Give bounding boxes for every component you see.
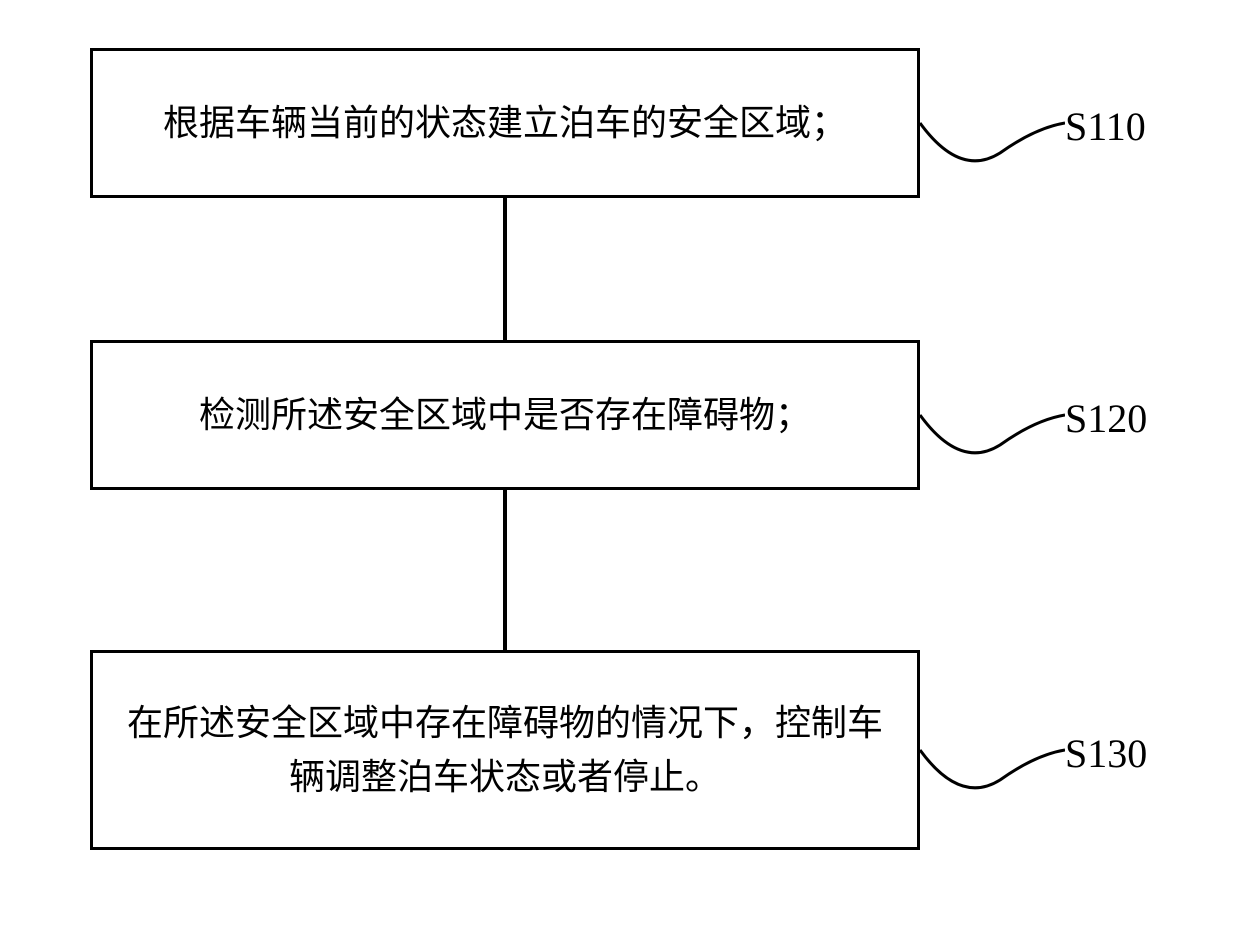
flow-step-1: 根据车辆当前的状态建立泊车的安全区域；	[90, 48, 920, 198]
label-curve-1	[920, 108, 1065, 183]
flow-step-3: 在所述安全区域中存在障碍物的情况下，控制车辆调整泊车状态或者停止。	[90, 650, 920, 850]
label-curve-2	[920, 400, 1065, 475]
flow-step-2: 检测所述安全区域中是否存在障碍物；	[90, 340, 920, 490]
flow-step-3-text: 在所述安全区域中存在障碍物的情况下，控制车辆调整泊车状态或者停止。	[113, 696, 897, 804]
step-label-1: S110	[1065, 103, 1146, 150]
connector-2	[503, 490, 507, 650]
label-curve-3	[920, 735, 1065, 810]
step-label-2: S120	[1065, 395, 1147, 442]
flow-step-1-text: 根据车辆当前的状态建立泊车的安全区域；	[163, 96, 847, 150]
connector-1	[503, 198, 507, 340]
flow-step-2-text: 检测所述安全区域中是否存在障碍物；	[199, 388, 811, 442]
step-label-3: S130	[1065, 730, 1147, 777]
